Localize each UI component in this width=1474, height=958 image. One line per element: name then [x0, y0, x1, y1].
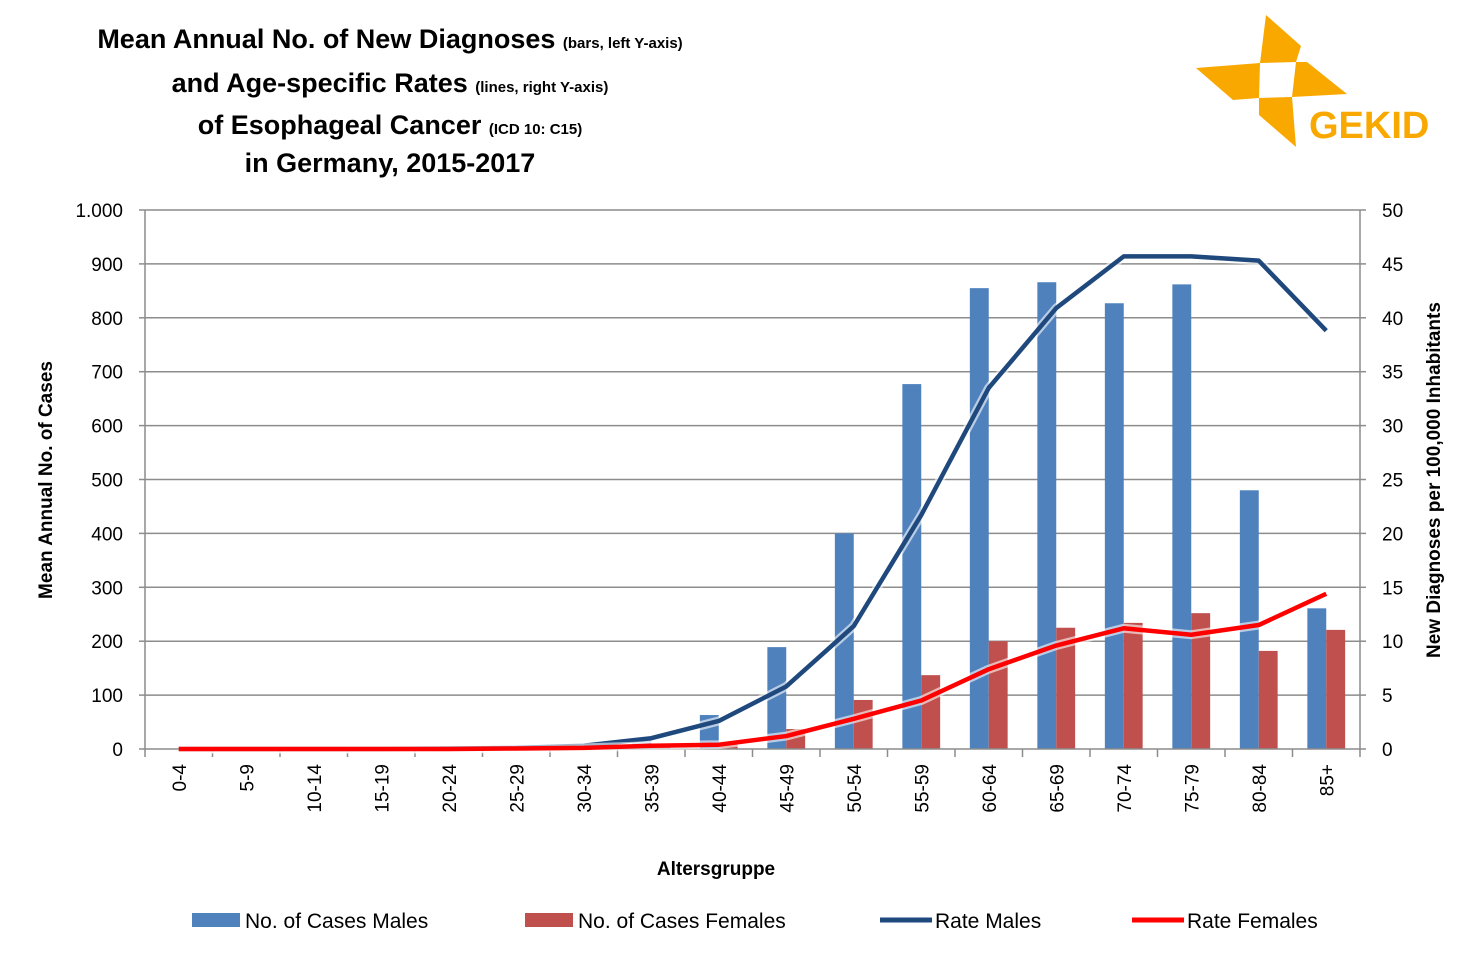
bar-no-of-cases-males: [1172, 284, 1192, 749]
x-tick-label: 65-69: [1047, 764, 1068, 813]
gekid-logo: GEKID: [1196, 15, 1429, 147]
y2-tick-label: 35: [1382, 363, 1403, 384]
logo-text: GEKID: [1309, 105, 1429, 147]
title-main: in Germany, 2015-2017: [245, 148, 536, 178]
x-tick-label: 35-39: [642, 764, 663, 813]
x-tick-label: 30-34: [575, 764, 596, 813]
legend-label: Rate Females: [1187, 910, 1318, 933]
y-tick-label: 100: [91, 686, 123, 707]
x-tick-label: 60-64: [980, 764, 1001, 813]
legend-swatch: [525, 913, 573, 927]
y-tick-label: 400: [91, 524, 123, 545]
x-tick-label: 0-4: [170, 764, 191, 792]
x-tick-label: 85+: [1317, 764, 1338, 796]
y2-tick-label: 20: [1382, 524, 1403, 545]
y2-axis-label: New Diagnoses per 100,000 Inhabitants: [1424, 302, 1445, 658]
legend-swatch: [192, 913, 240, 927]
bar-no-of-cases-females: [1326, 629, 1346, 749]
y-tick-label: 600: [91, 417, 123, 438]
line-rate-females: [178, 591, 1328, 752]
y2-tick-label: 0: [1382, 740, 1393, 761]
bar-no-of-cases-females: [1123, 622, 1143, 749]
y2-tick-label: 50: [1382, 201, 1403, 222]
x-tick-label: 75-79: [1182, 764, 1203, 813]
bar-no-of-cases-males: [1307, 608, 1327, 749]
title-main: Mean Annual No. of New Diagnoses: [97, 24, 555, 54]
line-glow: [178, 589, 1329, 754]
y2-tick-label: 15: [1382, 578, 1403, 599]
title-main: of Esophageal Cancer: [198, 110, 482, 140]
x-tick-label: 80-84: [1250, 764, 1271, 813]
title-note: (bars, left Y-axis): [563, 35, 683, 52]
title-main: and Age-specific Rates: [172, 68, 468, 98]
bar-no-of-cases-males: [902, 384, 922, 749]
logo-blade: [1260, 15, 1301, 63]
bar-no-of-cases-males: [834, 533, 854, 749]
bar-no-of-cases-males: [1239, 490, 1259, 749]
y-tick-label: 300: [91, 578, 123, 599]
chart-title-line: in Germany, 2015-2017: [245, 148, 536, 178]
x-tick-label: 55-59: [912, 764, 933, 813]
chart-title-line: and Age-specific Rates (lines, right Y-a…: [172, 68, 609, 98]
bar-no-of-cases-females: [1056, 627, 1076, 749]
y-axis-label: Mean Annual No. of Cases: [36, 361, 57, 599]
bar-no-of-cases-females: [1191, 613, 1211, 749]
y-tick-label: 500: [91, 471, 123, 492]
y-tick-label: 800: [91, 309, 123, 330]
y2-tick-label: 5: [1382, 686, 1393, 707]
logo-blade: [1196, 63, 1260, 100]
logo-blade: [1292, 62, 1347, 97]
x-tick-label: 45-49: [777, 764, 798, 813]
legend-label: Rate Males: [935, 910, 1041, 933]
line-rate-males: [178, 254, 1328, 752]
bar-no-of-cases-males: [767, 647, 787, 749]
legend-label: No. of Cases Females: [578, 910, 786, 933]
y-tick-label: 0: [112, 740, 123, 761]
line-glow: [178, 251, 1330, 754]
y-tick-label: 700: [91, 363, 123, 384]
bar-no-of-cases-females: [988, 641, 1008, 749]
x-tick-label: 10-14: [305, 764, 326, 813]
bar-no-of-cases-females: [921, 675, 941, 749]
y2-tick-label: 10: [1382, 632, 1403, 653]
y-tick-label: 1.000: [75, 201, 123, 222]
chart-title-line: of Esophageal Cancer (ICD 10: C15): [198, 110, 582, 140]
bar-no-of-cases-females: [1258, 650, 1278, 749]
title-note: (lines, right Y-axis): [475, 79, 608, 96]
bar-no-of-cases-males: [1037, 282, 1057, 749]
title-note: (ICD 10: C15): [489, 121, 582, 138]
y2-tick-label: 30: [1382, 417, 1403, 438]
x-tick-label: 15-19: [372, 764, 393, 813]
chart-title-line: Mean Annual No. of New Diagnoses (bars, …: [97, 24, 682, 54]
legend-label: No. of Cases Males: [245, 910, 428, 933]
y-tick-label: 900: [91, 255, 123, 276]
logo-blade: [1259, 97, 1296, 147]
x-tick-label: 25-29: [507, 764, 528, 813]
x-tick-label: 70-74: [1115, 764, 1136, 813]
x-tick-label: 50-54: [845, 764, 866, 813]
bar-no-of-cases-males: [1104, 303, 1124, 749]
x-axis-label: Altersgruppe: [657, 859, 775, 880]
x-tick-label: 5-9: [237, 764, 258, 791]
y2-tick-label: 45: [1382, 255, 1403, 276]
y2-tick-label: 25: [1382, 471, 1403, 492]
y2-tick-label: 40: [1382, 309, 1403, 330]
bar-no-of-cases-females: [853, 699, 873, 749]
x-tick-label: 40-44: [710, 764, 731, 813]
x-tick-label: 20-24: [440, 764, 461, 813]
y-tick-label: 200: [91, 632, 123, 653]
